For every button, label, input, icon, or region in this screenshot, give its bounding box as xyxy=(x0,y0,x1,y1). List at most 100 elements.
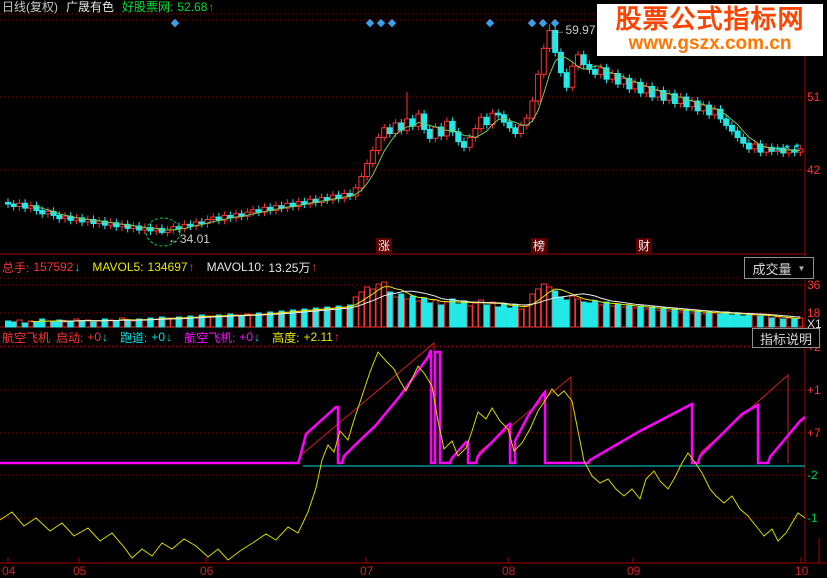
candle-body xyxy=(113,222,120,228)
volume-bar xyxy=(181,317,188,328)
signal-diamond-icon: ◆ xyxy=(539,17,548,29)
month-label: 05 xyxy=(73,564,87,578)
month-label: 07 xyxy=(360,564,374,578)
axis-label: 18 xyxy=(807,306,821,320)
volume-bar xyxy=(432,299,439,328)
candle-body xyxy=(341,193,348,199)
month-label: 08 xyxy=(502,564,516,578)
axis-label: X1 xyxy=(807,317,822,331)
candle-body xyxy=(421,113,428,130)
volume-bar xyxy=(489,301,496,328)
candle-body xyxy=(694,100,701,112)
candle-body xyxy=(649,85,656,98)
volume-bar xyxy=(563,299,570,328)
gaodu-value: +2.11 xyxy=(303,330,333,344)
volume-bar xyxy=(96,320,103,328)
indicator-help-button[interactable]: 指标说明 xyxy=(752,328,820,348)
volume-bar xyxy=(141,319,148,328)
volume-bar xyxy=(250,314,257,328)
candle-body xyxy=(221,214,228,221)
volume-bar xyxy=(130,320,137,328)
candle-body xyxy=(575,54,581,67)
volume-indicator-dropdown[interactable]: 成交量 ▼ xyxy=(744,257,814,279)
volume-bar xyxy=(233,314,239,328)
volume-bar xyxy=(295,310,302,328)
candle-body xyxy=(261,206,268,213)
axis-label: 42 xyxy=(807,163,821,177)
chevron-down-icon: ▼ xyxy=(797,263,806,273)
volume-bar xyxy=(455,303,462,328)
candle-body xyxy=(22,202,29,209)
candle-body xyxy=(324,197,331,201)
price-ma-line xyxy=(30,55,801,231)
candle-body xyxy=(632,81,638,90)
volume-bar xyxy=(649,306,656,328)
haogupiao-label: 好股票网: xyxy=(122,0,174,14)
signal-diamond-icon: ◆ xyxy=(388,17,397,29)
candle-body xyxy=(438,126,445,137)
down-arrow-icon: ↓ xyxy=(102,330,109,344)
candle-body xyxy=(375,137,382,152)
zongshou-value: 157592 xyxy=(33,260,74,274)
candle-body xyxy=(483,116,490,126)
volume-bar xyxy=(278,310,285,328)
volume-bar xyxy=(227,313,234,328)
axis-label: -1 xyxy=(807,511,818,525)
signal-diamond-icon: ◆ xyxy=(528,17,537,29)
volume-bar xyxy=(147,317,154,328)
candle-body xyxy=(466,137,473,148)
candle-body xyxy=(56,214,63,220)
candle-body xyxy=(255,209,262,213)
volume-bar xyxy=(27,320,34,328)
paodao-label: 跑道: xyxy=(120,330,148,345)
volume-bar xyxy=(671,308,678,328)
candle-body xyxy=(278,205,285,209)
candle-body xyxy=(751,143,758,150)
indicator-help-label: 指标说明 xyxy=(759,331,812,347)
volume-bar xyxy=(694,310,701,328)
volume-bar xyxy=(757,315,764,328)
axis-label: 36 xyxy=(807,278,821,292)
volume-bar xyxy=(495,306,502,328)
up-arrow-icon: ↑ xyxy=(333,330,340,344)
mavol5-value: 134697 xyxy=(147,260,188,274)
candle-body xyxy=(432,126,439,139)
volume-bar xyxy=(774,316,781,328)
volume-bar xyxy=(386,291,393,328)
low-price-annotation: ←34.01 xyxy=(168,232,210,246)
volume-bar xyxy=(557,296,564,328)
candle-body xyxy=(706,104,713,116)
volume-bar xyxy=(347,304,353,328)
candle-body xyxy=(535,73,542,102)
volume-bar xyxy=(335,305,342,328)
volume-bar xyxy=(136,318,143,328)
volume-bar xyxy=(284,311,291,328)
volume-bar xyxy=(404,298,410,328)
high-price-annotation: ←59.97 xyxy=(554,23,596,37)
volume-bar xyxy=(540,283,547,328)
volume-bar xyxy=(523,305,530,328)
candle-body xyxy=(592,68,599,75)
volume-bar xyxy=(364,286,371,328)
volume-bar xyxy=(461,300,467,328)
candle-body xyxy=(518,124,524,134)
candle-body xyxy=(307,198,314,205)
candle-body xyxy=(637,81,644,94)
volume-bar xyxy=(90,321,97,328)
up-arrow-icon: ↑ xyxy=(188,260,195,274)
candle-body xyxy=(609,72,616,80)
volume-bar xyxy=(706,311,713,328)
volume-bar xyxy=(267,311,274,328)
candle-body xyxy=(597,67,604,75)
signal-star-icon: * xyxy=(776,144,781,158)
volume-bar xyxy=(324,306,331,328)
logo-title: 股票公式指标网 xyxy=(615,4,805,34)
candle-body xyxy=(295,201,302,207)
volume-bar xyxy=(717,313,724,328)
candle-body xyxy=(329,194,336,201)
volume-bar xyxy=(33,321,40,328)
candle-body xyxy=(136,225,143,231)
volume-bar xyxy=(512,304,519,328)
volume-bar xyxy=(39,318,46,328)
